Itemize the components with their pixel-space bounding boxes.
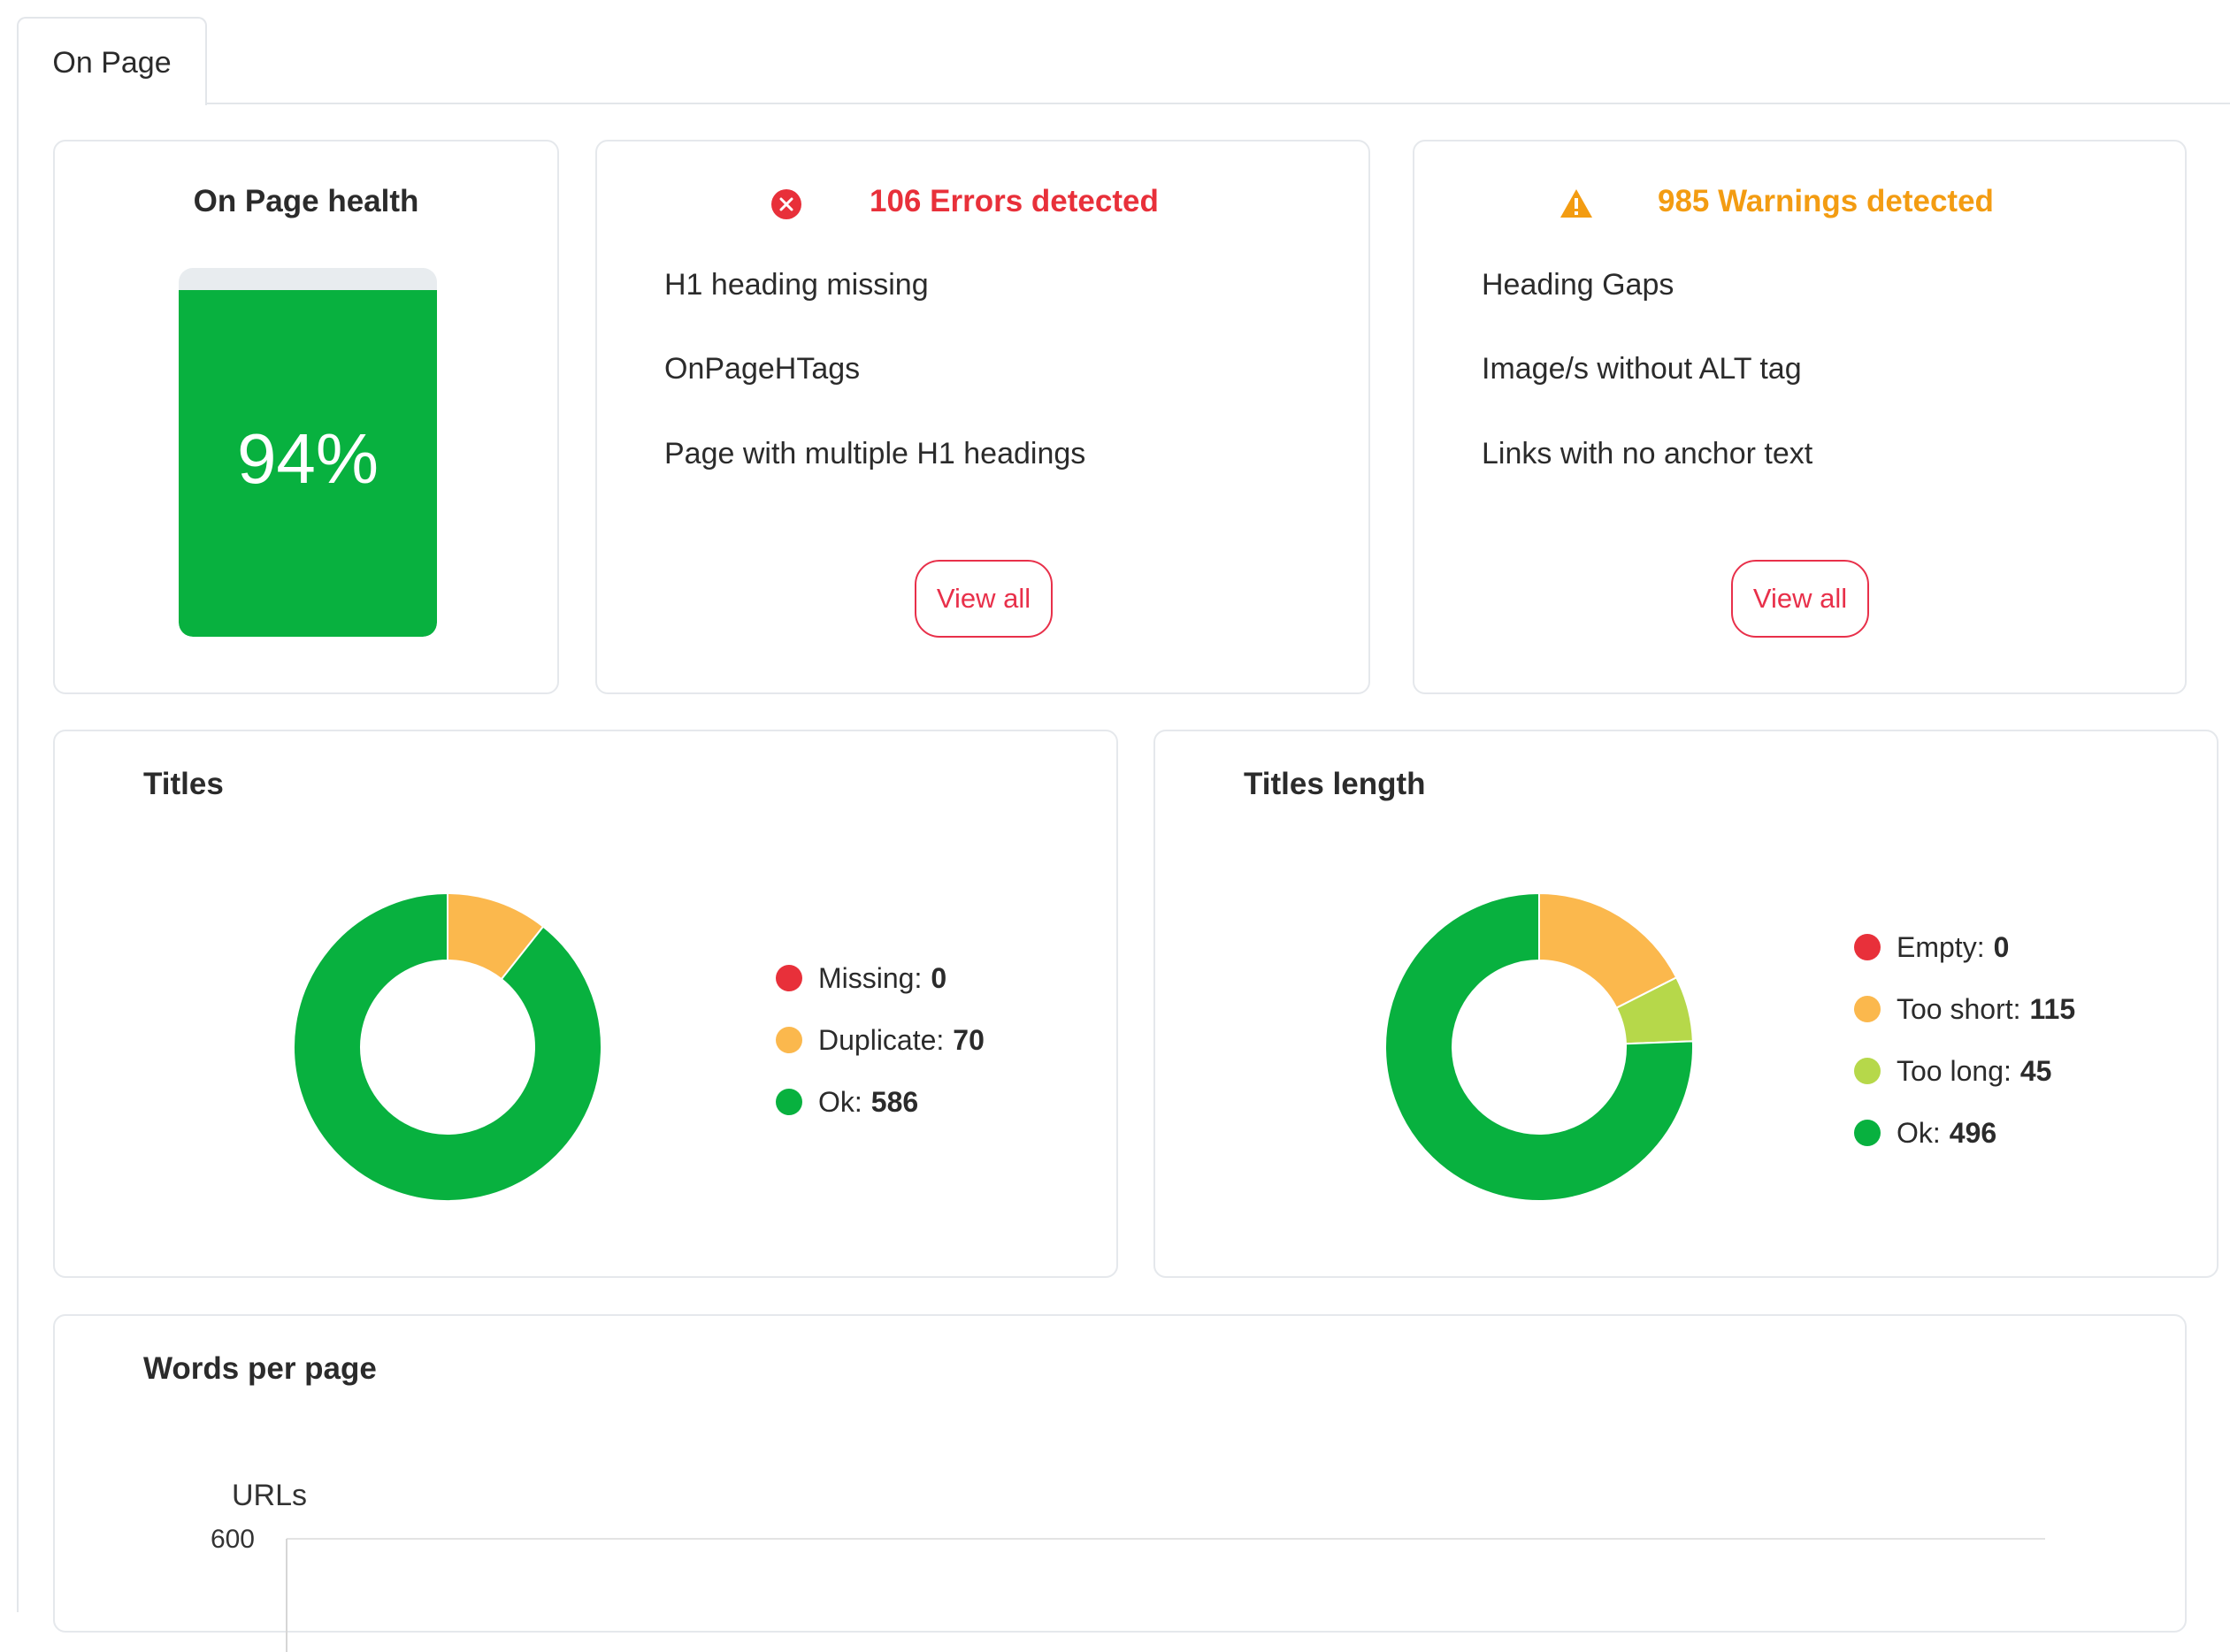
health-value: 94% [236, 419, 379, 498]
warning-item-heading-gaps: Heading Gaps [1482, 268, 1674, 302]
health-title: On Page health [193, 184, 419, 218]
legend-label: Too long: [1897, 1054, 2012, 1087]
titles-length-card-title: Titles length [1244, 767, 1426, 801]
legend-item-missing[interactable]: Missing: 0 [776, 947, 985, 1009]
health-gauge-fill [179, 290, 437, 637]
error-item-onpagehtags: OnPageHTags [664, 352, 861, 386]
warning-icon [1559, 188, 1593, 218]
titles-card-title: Titles [143, 767, 224, 801]
health-gauge: 94% [179, 268, 437, 637]
legend-label: Too short: [1897, 992, 2021, 1025]
y-axis-label: URLs [232, 1479, 307, 1512]
legend-label: Ok: [1897, 1116, 1941, 1149]
donut-slice-ok [1384, 891, 1694, 1202]
legend-marker [1854, 1058, 1881, 1084]
warning-item-images-no-alt: Image/s without ALT tag [1482, 352, 1802, 386]
legend-item-too-short[interactable]: Too short: 115 [1854, 978, 2075, 1040]
y-tick-label: 600 [211, 1525, 255, 1554]
legend-value: 0 [1993, 930, 2010, 963]
legend-value: 70 [953, 1023, 985, 1056]
warnings-view-all-button[interactable]: View all [1731, 560, 1869, 638]
legend-item-duplicate[interactable]: Duplicate: 70 [776, 1009, 985, 1071]
legend-item-empty[interactable]: Empty: 0 [1854, 916, 2075, 978]
legend-marker [776, 965, 802, 991]
warnings-card: 985 Warnings detected Heading Gaps Image… [1413, 140, 2187, 694]
errors-view-all-button[interactable]: View all [915, 560, 1053, 638]
legend-label: Duplicate: [818, 1023, 945, 1056]
legend-item-too-long[interactable]: Too long: 45 [1854, 1040, 2075, 1102]
errors-title: 106 Errors detected [870, 184, 1159, 218]
legend-value: 496 [1949, 1116, 1997, 1149]
words-card-title: Words per page [143, 1351, 377, 1386]
error-item-h1-missing: H1 heading missing [664, 268, 929, 302]
legend-item-ok[interactable]: Ok: 496 [1854, 1102, 2075, 1164]
error-item-multiple-h1: Page with multiple H1 headings [664, 437, 1086, 470]
titles-legend: Missing: 0 Duplicate: 70 Ok: 586 [776, 947, 985, 1133]
health-card: On Page health 94% [53, 140, 559, 694]
titles-length-donut-chart [1384, 891, 1694, 1202]
tab-panel [17, 103, 2230, 1612]
legend-label: Empty: [1897, 930, 1985, 963]
legend-value: 586 [870, 1085, 919, 1118]
legend-marker [1854, 934, 1881, 960]
legend-marker [776, 1027, 802, 1053]
warnings-title: 985 Warnings detected [1658, 184, 1994, 218]
titles-length-card: Titles length Empty: 0 Too short: 115 Too lo… [1153, 730, 2219, 1278]
titles-card: Titles Missing: 0 Duplicate: 70 Ok: 586 [53, 730, 1118, 1278]
legend-value: 0 [931, 961, 947, 994]
tab-divider [205, 103, 2230, 104]
titles-donut-chart [293, 891, 602, 1202]
warning-item-links-no-anchor: Links with no anchor text [1482, 437, 1813, 470]
legend-marker [776, 1089, 802, 1115]
legend-label: Missing: [818, 961, 923, 994]
words-per-page-card: Words per page URLs 600 [53, 1314, 2187, 1652]
legend-marker [1854, 1120, 1881, 1146]
donut-slice-ok [293, 891, 602, 1202]
error-icon [770, 188, 802, 220]
words-bar-chart: URLs 600 [211, 1479, 2045, 1652]
titles-length-legend: Empty: 0 Too short: 115 Too long: 45 Ok: 496 [1854, 916, 2075, 1164]
legend-label: Ok: [818, 1085, 862, 1118]
legend-value: 115 [2029, 992, 2076, 1025]
legend-item-ok[interactable]: Ok: 586 [776, 1071, 985, 1133]
errors-card: 106 Errors detected H1 heading missing O… [595, 140, 1370, 694]
legend-value: 45 [2019, 1054, 2052, 1087]
tab-on-page[interactable]: On Page [17, 17, 207, 105]
legend-marker [1854, 996, 1881, 1022]
